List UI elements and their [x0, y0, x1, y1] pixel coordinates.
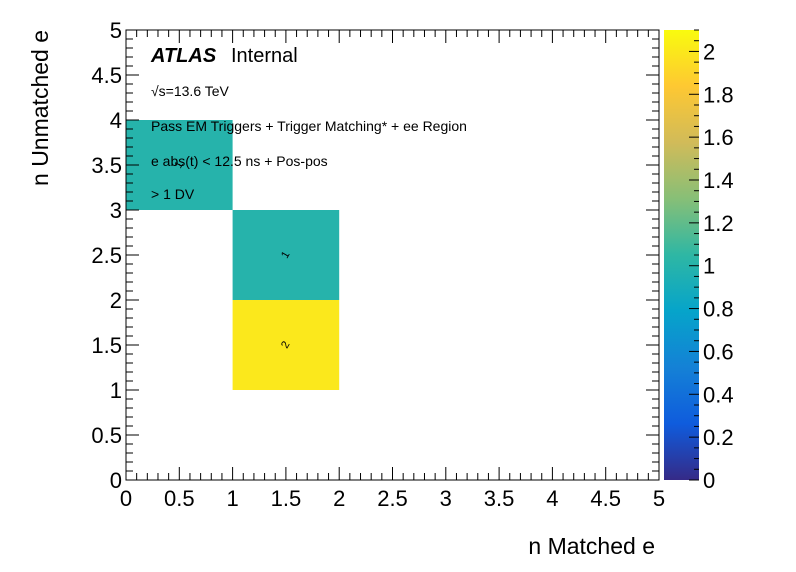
- x-tick-label: 4: [546, 486, 558, 511]
- x-axis: 0 0.5 1 1.5 2 2.5 3 3.5 4 4.5 5: [120, 30, 665, 511]
- x-tick-label: 0: [120, 486, 132, 511]
- heatmap-cell-label: 1: [279, 249, 292, 260]
- y-tick-label: 2: [110, 288, 122, 313]
- heatmap-cell: [232, 300, 340, 390]
- colorbar-tick-label: 1.8: [703, 82, 734, 107]
- y-tick-label: 2.5: [91, 243, 122, 268]
- selection-annotation: Pass EM Triggers + Trigger Matching* + e…: [151, 118, 467, 134]
- colorbar: [664, 30, 699, 480]
- y-tick-label: 3.5: [91, 153, 122, 178]
- x-tick-label: 4.5: [590, 486, 621, 511]
- x-tick-label: 3: [440, 486, 452, 511]
- plot-frame: [126, 30, 659, 480]
- timing-annotation: e abs(t) < 12.5 ns + Pos-pos: [151, 153, 328, 169]
- x-tick-label: 2.5: [377, 486, 408, 511]
- colorbar-tick-label: 0.2: [703, 425, 734, 450]
- colorbar-tick-label: 2: [703, 39, 715, 64]
- colorbar-tick-label: 1.4: [703, 168, 734, 193]
- y-tick-label: 0: [110, 468, 122, 493]
- y-tick-label: 4: [110, 108, 122, 133]
- heatmap-cell: [126, 120, 233, 210]
- x-axis-title: n Matched e: [528, 533, 655, 559]
- atlas-label: ATLAS: [150, 45, 217, 67]
- x-tick-label: 2: [333, 486, 345, 511]
- y-tick-label: 1: [110, 378, 122, 403]
- x-tick-label: 0.5: [164, 486, 195, 511]
- colorbar-tick-label: 1.6: [703, 125, 734, 150]
- y-axis: 0 0.5 1 1.5 2 2.5 3 3.5 4 4.5 5: [91, 18, 659, 493]
- heatmap-cell-label: 1: [172, 159, 185, 170]
- x-tick-label: 1.5: [271, 486, 302, 511]
- y-tick-label: 1.5: [91, 333, 122, 358]
- colorbar-tick-label: 1.2: [703, 211, 734, 236]
- colorbar-tick-label: 1: [703, 254, 715, 279]
- y-tick-label: 4.5: [91, 63, 122, 88]
- energy-annotation: √s=13.6 TeV: [151, 83, 230, 99]
- x-tick-label: 5: [653, 486, 665, 511]
- colorbar-axis: 0 0.2 0.4 0.6 0.8 1 1.2 1.4 1.6 1.8 2: [689, 29, 734, 493]
- heatmap-cells: 1 1 2: [126, 120, 340, 390]
- x-tick-label: 3.5: [484, 486, 515, 511]
- heatmap-cell-label: 2: [279, 339, 292, 350]
- dv-annotation: > 1 DV: [151, 186, 195, 202]
- y-tick-label: 5: [110, 18, 122, 43]
- atlas-status-label: Internal: [231, 45, 298, 67]
- colorbar-tick-label: 0.8: [703, 297, 734, 322]
- colorbar-tick-label: 0: [703, 468, 715, 493]
- colorbar-tick-label: 0.6: [703, 339, 734, 364]
- colorbar-tick-label: 0.4: [703, 382, 734, 407]
- heatmap-cell: [232, 210, 340, 300]
- y-tick-label: 3: [110, 198, 122, 223]
- y-tick-label: 0.5: [91, 423, 122, 448]
- x-tick-label: 1: [226, 486, 238, 511]
- y-axis-title: n Unmatched e: [27, 30, 53, 186]
